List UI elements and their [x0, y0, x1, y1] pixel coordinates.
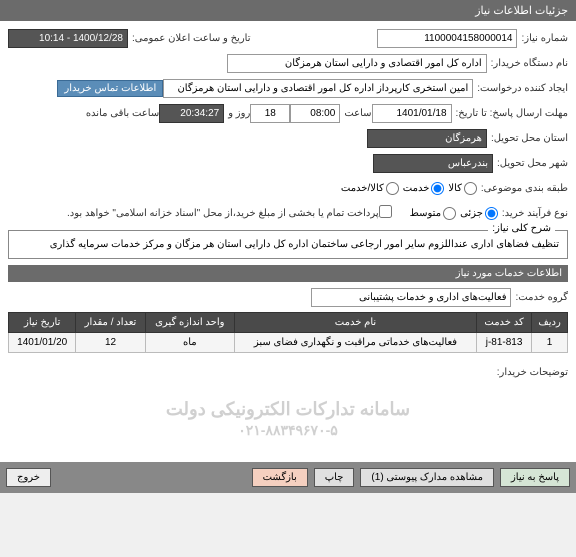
description-section: شرح کلی نیاز: تنظیف فضاهای اداری عنداللز…	[8, 230, 568, 259]
radio-goods[interactable]: کالا	[448, 182, 477, 195]
table-row: 1j-81-813فعالیت‌های خدماتی مراقبت و نگهد…	[9, 333, 568, 353]
attachments-button[interactable]: مشاهده مدارک پیوستی (1)	[360, 468, 494, 487]
time-label-1: ساعت	[344, 108, 371, 119]
need-number-field: 1100004158000014	[377, 29, 517, 48]
service-group-field: فعالیت‌های اداری و خدمات پشتیبانی	[311, 288, 511, 307]
deadline-date-field: 1401/01/18	[372, 104, 452, 123]
buyer-label: نام دستگاه خریدار:	[491, 58, 568, 69]
payment-checkbox-wrap[interactable]	[379, 205, 392, 221]
remaining-time-field: 20:34:27	[159, 104, 224, 123]
radio-service[interactable]: خدمت	[403, 182, 445, 195]
exit-button[interactable]: خروج	[6, 468, 51, 487]
days-field: 18	[250, 104, 290, 123]
city-field: بندرعباس	[373, 154, 493, 173]
process-type-group: جزئی متوسط	[410, 207, 498, 220]
page-title: جزئیات اطلاعات نیاز	[475, 5, 568, 17]
table-cell: 12	[76, 333, 145, 353]
respond-button[interactable]: پاسخ به نیاز	[500, 468, 570, 487]
table-header: کد خدمت	[476, 313, 531, 333]
radio-both[interactable]: کالا/خدمت	[341, 182, 399, 195]
radio-medium[interactable]: متوسط	[410, 207, 456, 220]
process-type-label: نوع فرآیند خرید:	[502, 208, 568, 219]
footer-bar: پاسخ به نیاز مشاهده مدارک پیوستی (1) چاپ…	[0, 462, 576, 493]
announce-label: تاریخ و ساعت اعلان عمومی:	[132, 33, 251, 44]
announce-field: 1400/12/28 - 10:14	[8, 29, 128, 48]
deadline-label: مهلت ارسال پاسخ: تا تاریخ:	[456, 108, 568, 119]
table-header: ردیف	[532, 313, 568, 333]
deadline-time-field: 08:00	[290, 104, 340, 123]
buyer-notes-label: توضیحات خریدار:	[497, 367, 568, 378]
page-header: جزئیات اطلاعات نیاز	[0, 0, 576, 21]
watermark: سامانه تدارکات الکترونیکی دولت ۰۲۱-۸۸۳۴۹…	[8, 386, 568, 452]
buyer-field: اداره کل امور اقتصادی و دارایی استان هرم…	[227, 54, 487, 73]
subject-type-group: کالا خدمت کالا/خدمت	[341, 182, 477, 195]
description-text: تنظیف فضاهای اداری عنداللزوم سایر امور ا…	[17, 237, 559, 252]
table-cell: 1401/01/20	[9, 333, 76, 353]
service-group-label: گروه خدمت:	[515, 292, 568, 303]
payment-note: پرداخت تمام یا بخشی از مبلغ خرید،از محل …	[67, 208, 379, 219]
table-cell: j-81-813	[476, 333, 531, 353]
form-area: شماره نیاز: 1100004158000014 تاریخ و ساع…	[0, 21, 576, 462]
watermark-line1: سامانه تدارکات الکترونیکی دولت	[8, 398, 568, 421]
table-header: تعداد / مقدار	[76, 313, 145, 333]
services-header: اطلاعات خدمات مورد نیاز	[8, 265, 568, 282]
table-header: نام خدمت	[234, 313, 476, 333]
remaining-label: ساعت باقی مانده	[86, 108, 159, 119]
watermark-line2: ۰۲۱-۸۸۳۴۹۶۷۰-۵	[8, 421, 568, 439]
province-field: هرمزگان	[367, 129, 487, 148]
services-table: ردیفکد خدمتنام خدمتواحد اندازه گیریتعداد…	[8, 312, 568, 353]
description-legend: شرح کلی نیاز:	[488, 223, 555, 234]
days-label: روز و	[228, 108, 250, 119]
table-cell: ماه	[145, 333, 234, 353]
subject-type-label: طبقه بندی موضوعی:	[481, 183, 568, 194]
contact-info-button[interactable]: اطلاعات تماس خریدار	[57, 80, 163, 97]
table-header: تاریخ نیاز	[9, 313, 76, 333]
need-number-label: شماره نیاز:	[521, 33, 568, 44]
print-button[interactable]: چاپ	[314, 468, 355, 487]
table-cell: 1	[532, 333, 568, 353]
back-button[interactable]: بازگشت	[252, 468, 308, 487]
creator-label: ایجاد کننده درخواست:	[477, 83, 568, 94]
province-label: استان محل تحویل:	[491, 133, 568, 144]
radio-partial[interactable]: جزئی	[460, 207, 498, 220]
table-header: واحد اندازه گیری	[145, 313, 234, 333]
table-cell: فعالیت‌های خدماتی مراقبت و نگهداری فضای …	[234, 333, 476, 353]
creator-field: امین استخری کارپرداز اداره کل امور اقتصا…	[163, 79, 473, 98]
city-label: شهر محل تحویل:	[497, 158, 568, 169]
